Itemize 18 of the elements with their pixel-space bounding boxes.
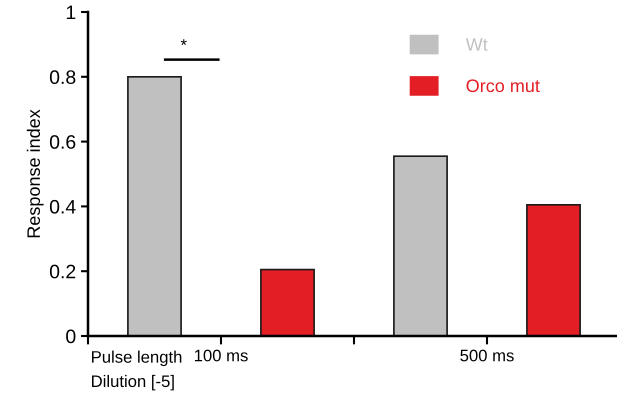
legend-label: Orco mut bbox=[466, 79, 540, 92]
y-tick-label: 0.6 bbox=[50, 135, 76, 149]
x-tick-label: 100 ms bbox=[194, 350, 248, 362]
bar bbox=[393, 155, 448, 336]
y-axis-title: Response index bbox=[26, 109, 44, 238]
text: Dilution [-5] bbox=[92, 374, 174, 390]
bar bbox=[127, 76, 182, 336]
legend-label: Wt bbox=[466, 38, 488, 51]
annotation: * bbox=[180, 39, 187, 46]
y-tick-label: 0.2 bbox=[50, 264, 76, 278]
y-tick-label: 0.4 bbox=[50, 200, 76, 214]
bar bbox=[526, 204, 581, 336]
x-tick-label: 500 ms bbox=[460, 350, 514, 362]
bar bbox=[260, 268, 315, 336]
x-axis-title: Pulse length bbox=[92, 350, 182, 366]
y-tick-label: 0.8 bbox=[50, 70, 76, 84]
y-tick-label: 1 bbox=[66, 6, 76, 20]
y-tick-label: 0 bbox=[66, 329, 76, 344]
